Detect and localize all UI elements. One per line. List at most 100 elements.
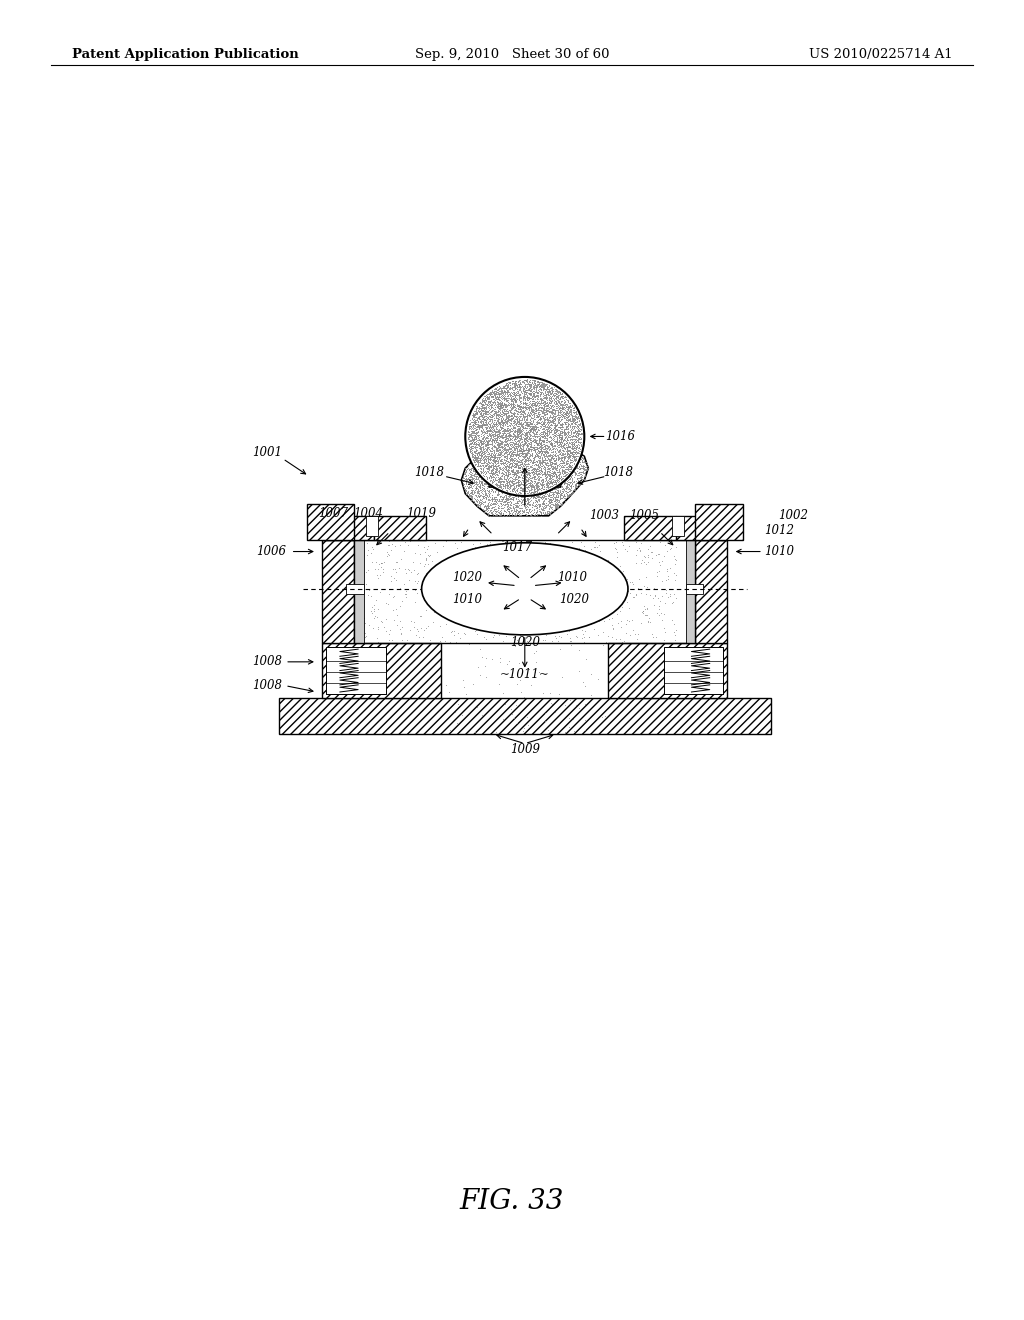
Point	[506, 469, 522, 490]
Point	[526, 465, 543, 486]
Point	[480, 486, 497, 507]
Point	[550, 494, 566, 515]
Point	[522, 425, 539, 446]
Point	[484, 491, 501, 512]
Point	[482, 396, 499, 417]
Point	[509, 436, 525, 457]
Point	[462, 477, 478, 498]
Point	[509, 474, 525, 495]
Point	[509, 434, 525, 455]
Point	[516, 430, 532, 451]
Point	[571, 473, 588, 494]
Point	[551, 447, 567, 469]
Point	[504, 483, 520, 504]
Point	[510, 471, 526, 492]
Point	[549, 418, 565, 440]
Point	[552, 388, 568, 409]
Point	[568, 407, 585, 428]
Point	[563, 433, 580, 454]
Point	[455, 632, 471, 653]
Point	[544, 693, 560, 714]
Point	[507, 445, 523, 466]
Point	[472, 430, 488, 451]
Point	[473, 425, 489, 446]
Point	[547, 455, 563, 477]
Point	[658, 558, 675, 579]
Point	[493, 404, 509, 425]
Point	[475, 487, 492, 508]
Point	[528, 385, 545, 407]
Point	[526, 478, 543, 499]
Point	[512, 374, 528, 395]
Point	[539, 474, 555, 495]
Point	[468, 475, 484, 496]
Point	[515, 418, 531, 440]
Point	[510, 478, 526, 499]
Point	[504, 480, 520, 502]
Point	[468, 484, 484, 506]
Point	[552, 462, 568, 483]
Point	[507, 479, 523, 500]
Point	[519, 502, 536, 523]
Point	[616, 539, 633, 560]
Point	[571, 577, 588, 598]
Point	[522, 462, 539, 483]
Point	[528, 483, 545, 504]
Point	[510, 589, 526, 610]
Point	[466, 408, 482, 429]
Point	[524, 379, 541, 400]
Point	[458, 467, 474, 488]
Point	[472, 494, 488, 515]
Point	[644, 623, 660, 644]
Point	[505, 441, 521, 462]
Point	[535, 478, 551, 499]
Point	[465, 405, 481, 426]
Point	[504, 413, 520, 434]
Point	[562, 396, 579, 417]
Point	[495, 475, 511, 496]
Point	[516, 465, 532, 486]
Point	[536, 429, 552, 450]
Point	[484, 496, 501, 517]
Point	[522, 502, 539, 523]
Point	[537, 479, 553, 500]
Point	[534, 440, 550, 461]
Point	[554, 462, 570, 483]
Point	[515, 461, 531, 482]
Point	[543, 392, 559, 413]
Point	[566, 428, 583, 449]
Point	[479, 533, 496, 554]
Point	[461, 486, 477, 507]
Point	[538, 469, 554, 490]
Point	[536, 433, 552, 454]
Point	[546, 461, 562, 482]
Point	[555, 407, 571, 428]
Point	[559, 441, 575, 462]
Point	[524, 479, 541, 500]
Point	[527, 502, 544, 523]
Point	[441, 593, 458, 614]
Point	[474, 478, 490, 499]
Point	[523, 479, 540, 500]
Point	[607, 532, 624, 553]
Point	[483, 409, 500, 430]
Point	[485, 450, 502, 471]
Point	[472, 409, 488, 430]
Point	[460, 428, 476, 449]
Point	[555, 405, 571, 426]
Point	[559, 469, 575, 490]
Point	[540, 400, 556, 421]
Point	[486, 463, 503, 484]
Point	[530, 471, 547, 492]
Point	[477, 408, 494, 429]
Point	[563, 432, 580, 453]
Point	[567, 401, 584, 422]
Point	[476, 576, 493, 597]
Point	[487, 400, 504, 421]
Point	[552, 434, 568, 455]
Point	[531, 429, 548, 450]
Point	[484, 478, 501, 499]
Point	[501, 424, 517, 445]
Point	[561, 441, 578, 462]
Point	[551, 388, 567, 409]
